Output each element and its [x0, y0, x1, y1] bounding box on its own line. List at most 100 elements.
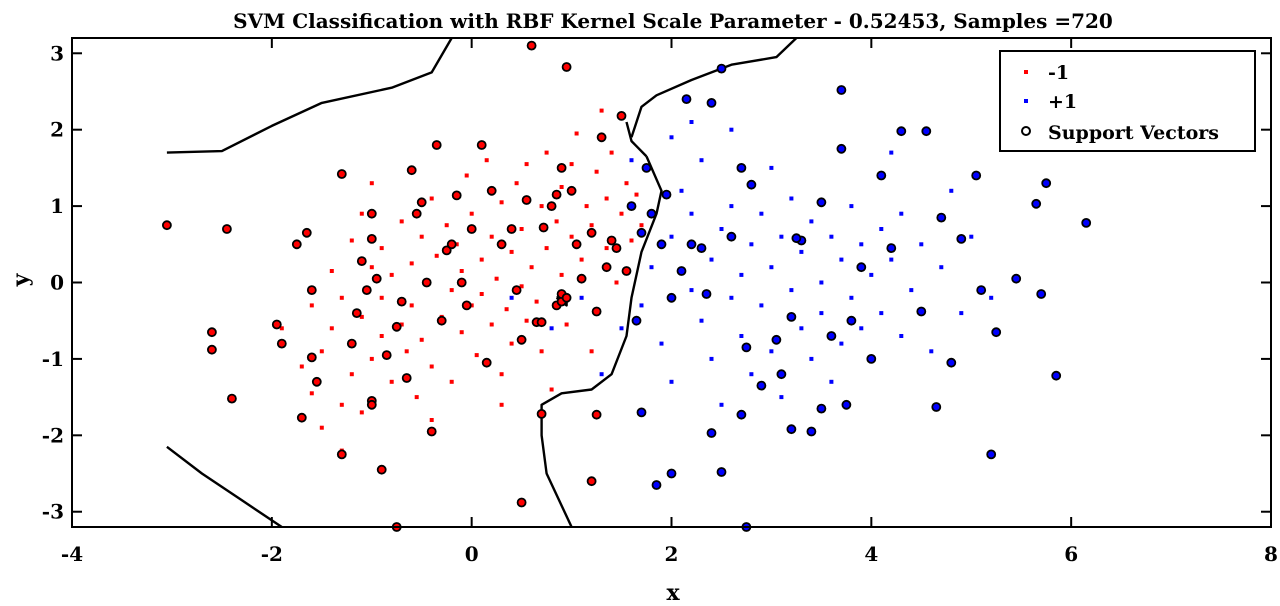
- neg-point-18: [379, 295, 384, 300]
- y-tick-label-0: -3: [42, 500, 64, 524]
- neg-point-19: [379, 334, 384, 338]
- support-vector-70: [611, 243, 622, 254]
- support-vector-13: [336, 449, 347, 460]
- neg-point-93: [499, 402, 504, 407]
- support-vector-8: [296, 412, 307, 423]
- support-vector-27: [396, 296, 407, 307]
- pos-point-24: [749, 372, 754, 377]
- pos-point-47: [869, 272, 874, 277]
- y-tick-label-1: -2: [42, 423, 64, 447]
- support-vector-90: [741, 342, 752, 353]
- y-tick-label-5: 2: [50, 118, 64, 142]
- neg-point-70: [559, 272, 564, 277]
- x-tick-label-0: -4: [61, 542, 83, 566]
- support-vector-61: [561, 292, 572, 303]
- pos-point-52: [899, 334, 904, 338]
- support-vector-69: [606, 235, 617, 246]
- support-vector-138: [701, 289, 712, 299]
- support-vector-6: [276, 338, 287, 349]
- support-vector-53: [538, 222, 549, 233]
- neg-point-33: [429, 364, 434, 369]
- pos-point-8: [669, 234, 674, 239]
- neg-point-55: [509, 249, 514, 254]
- neg-point-3: [309, 303, 314, 308]
- pos-point-63: [769, 165, 774, 170]
- support-vector-72: [621, 266, 632, 276]
- support-vector-44: [486, 185, 497, 196]
- support-vector-30: [411, 208, 422, 219]
- neg-point-43: [469, 303, 474, 308]
- support-vector-62: [566, 185, 577, 196]
- neg-point-65: [539, 349, 544, 354]
- support-vector-126: [651, 480, 662, 490]
- support-vector-42: [476, 140, 487, 150]
- pos-point-26: [759, 303, 764, 308]
- series-pos: [509, 120, 994, 407]
- support-vector-17: [356, 256, 367, 267]
- neg-point-94: [429, 418, 434, 422]
- support-vector-45: [496, 239, 507, 250]
- support-vector-52: [536, 317, 547, 328]
- support-vector-75: [636, 227, 647, 238]
- neg-point-87: [624, 181, 629, 186]
- support-vector-107: [896, 126, 907, 137]
- support-vector-120: [1036, 289, 1047, 299]
- support-vector-47: [511, 285, 522, 296]
- support-vector-106: [886, 243, 897, 254]
- support-vector-95: [786, 311, 797, 322]
- support-vector-40: [461, 300, 472, 311]
- y-axis-ticks: -3 -2 -1 0 1 2 3: [42, 41, 1271, 524]
- support-vector-26: [391, 321, 402, 332]
- neg-point-77: [584, 204, 589, 209]
- support-vector-59: [556, 162, 567, 173]
- support-vector-34: [431, 140, 442, 150]
- support-vector-71: [616, 111, 627, 121]
- support-vector-46: [506, 224, 517, 234]
- neg-point-36: [444, 223, 449, 228]
- y-tick-label-4: 1: [50, 194, 64, 218]
- pos-point-14: [699, 158, 704, 163]
- pos-point-53: [899, 211, 904, 216]
- neg-point-76: [579, 257, 584, 262]
- pos-point-64: [689, 120, 694, 124]
- support-vector-24: [376, 464, 387, 475]
- boundary-segment-2: [166, 445, 283, 528]
- support-vector-113: [956, 233, 967, 244]
- x-tick-label-5: 6: [1064, 542, 1078, 566]
- pos-point-51: [889, 257, 894, 262]
- pos-point-17: [719, 227, 724, 231]
- support-vector-74: [631, 315, 642, 326]
- support-vector-18: [361, 285, 372, 296]
- support-vector-136: [736, 409, 747, 420]
- neg-point-71: [559, 185, 564, 189]
- y-tick-label-3: 0: [50, 271, 64, 295]
- plot-area: [161, 37, 1092, 532]
- pos-point-65: [889, 150, 894, 155]
- neg-point-34: [434, 253, 439, 258]
- neg-point-51: [494, 276, 499, 281]
- neg-point-52: [499, 372, 504, 377]
- support-vector-63: [571, 239, 582, 250]
- support-vector-43: [481, 357, 492, 368]
- support-vector-25: [381, 350, 392, 361]
- support-vector-88: [726, 231, 737, 242]
- support-vector-41: [466, 224, 477, 234]
- pos-point-46: [859, 326, 864, 331]
- pos-point-58: [949, 188, 954, 193]
- y-tick-label-6: 3: [50, 41, 64, 65]
- neg-point-13: [359, 211, 364, 216]
- boundary-segment-1: [630, 37, 798, 138]
- x-tick-label-4: 4: [864, 542, 878, 566]
- support-vector-109: [921, 126, 932, 137]
- legend-marker-pos: [1024, 99, 1028, 103]
- support-vector-94: [776, 369, 787, 380]
- neg-point-61: [524, 162, 529, 167]
- neg-point-73: [569, 234, 574, 239]
- pos-point-11: [689, 288, 694, 293]
- neg-point-79: [589, 223, 594, 228]
- support-vector-36: [441, 245, 452, 256]
- neg-point-75: [574, 131, 579, 136]
- support-vector-104: [866, 353, 877, 364]
- neg-point-20: [379, 246, 384, 251]
- neg-point-84: [609, 150, 614, 155]
